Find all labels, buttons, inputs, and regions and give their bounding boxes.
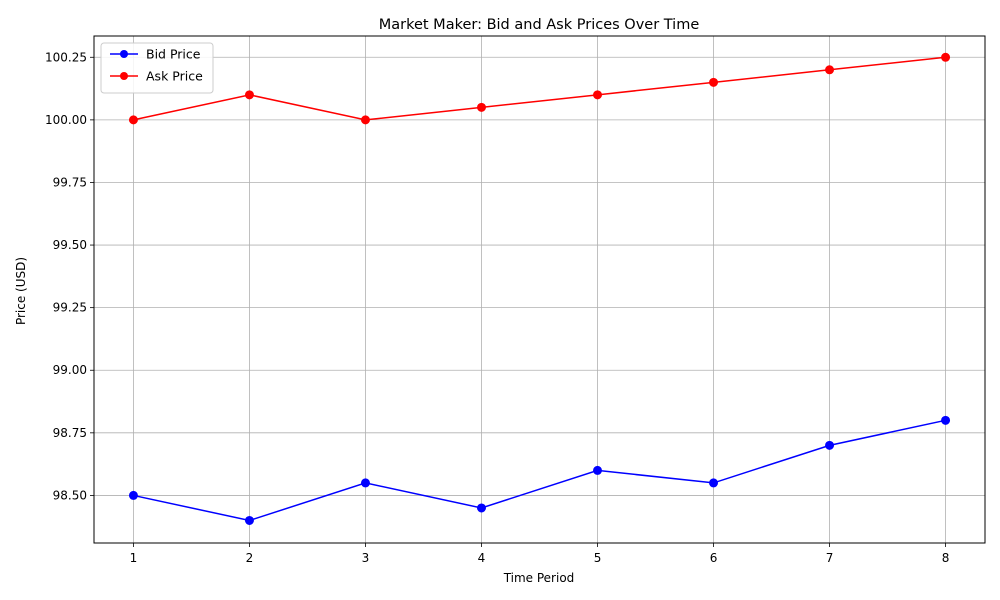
y-axis-ticks: 98.50 98.75 99.00 99.25 99.50 99.75 100.00 100.… bbox=[45, 50, 94, 502]
ask-price-point bbox=[825, 65, 835, 75]
legend: Bid Price Ask Price bbox=[100, 42, 214, 94]
x-tick-label: 5 bbox=[594, 551, 602, 565]
ask-price-series bbox=[128, 52, 951, 125]
y-tick-label: 100.25 bbox=[45, 50, 87, 64]
ask-price-point bbox=[593, 90, 603, 100]
ask-price-point bbox=[941, 52, 951, 62]
bid-price-point bbox=[941, 415, 951, 425]
bid-price-point bbox=[128, 490, 138, 500]
plot-frame bbox=[93, 35, 986, 544]
legend-marker-ask-price bbox=[120, 72, 128, 80]
x-axis-label: Time Period bbox=[503, 571, 575, 585]
y-axis-label: Price (USD) bbox=[14, 257, 28, 325]
ask-price-point bbox=[244, 90, 254, 100]
y-tick-label: 99.50 bbox=[53, 238, 87, 252]
y-tick-label: 99.75 bbox=[53, 175, 87, 189]
x-tick-label: 4 bbox=[478, 551, 486, 565]
legend-marker-bid-price bbox=[120, 50, 128, 58]
chart-title: Market Maker: Bid and Ask Prices Over Ti… bbox=[379, 17, 700, 33]
x-tick-label: 8 bbox=[942, 551, 950, 565]
x-tick-label: 2 bbox=[246, 551, 254, 565]
bid-price-point bbox=[476, 503, 486, 513]
grid bbox=[94, 36, 985, 543]
ask-price-line bbox=[133, 56, 946, 121]
bid-price-point bbox=[593, 465, 603, 475]
ask-price-point bbox=[128, 115, 138, 125]
bid-price-line bbox=[133, 419, 946, 522]
legend-box bbox=[100, 42, 214, 94]
y-tick-label: 98.50 bbox=[53, 488, 87, 502]
x-tick-label: 6 bbox=[710, 551, 718, 565]
bid-price-point bbox=[360, 478, 370, 488]
ask-price-point bbox=[360, 115, 370, 125]
bid-price-point bbox=[825, 440, 835, 450]
y-tick-label: 99.00 bbox=[53, 363, 87, 377]
legend-label-bid-price: Bid Price bbox=[146, 47, 201, 62]
y-tick-label: 100.00 bbox=[45, 113, 87, 127]
bid-price-point bbox=[244, 515, 254, 525]
series-layer bbox=[128, 52, 951, 525]
legend-label-ask-price: Ask Price bbox=[146, 69, 203, 84]
x-tick-label: 1 bbox=[130, 551, 138, 565]
y-tick-label: 98.75 bbox=[53, 426, 87, 440]
x-tick-label: 3 bbox=[362, 551, 370, 565]
x-axis-ticks: 1 2 3 4 5 6 7 8 bbox=[130, 543, 950, 565]
bid-price-point bbox=[709, 478, 719, 488]
bid-price-series bbox=[128, 415, 951, 525]
y-tick-label: 99.25 bbox=[53, 301, 87, 315]
x-tick-label: 7 bbox=[826, 551, 834, 565]
ask-price-point bbox=[709, 77, 719, 87]
ask-price-point bbox=[476, 102, 486, 112]
